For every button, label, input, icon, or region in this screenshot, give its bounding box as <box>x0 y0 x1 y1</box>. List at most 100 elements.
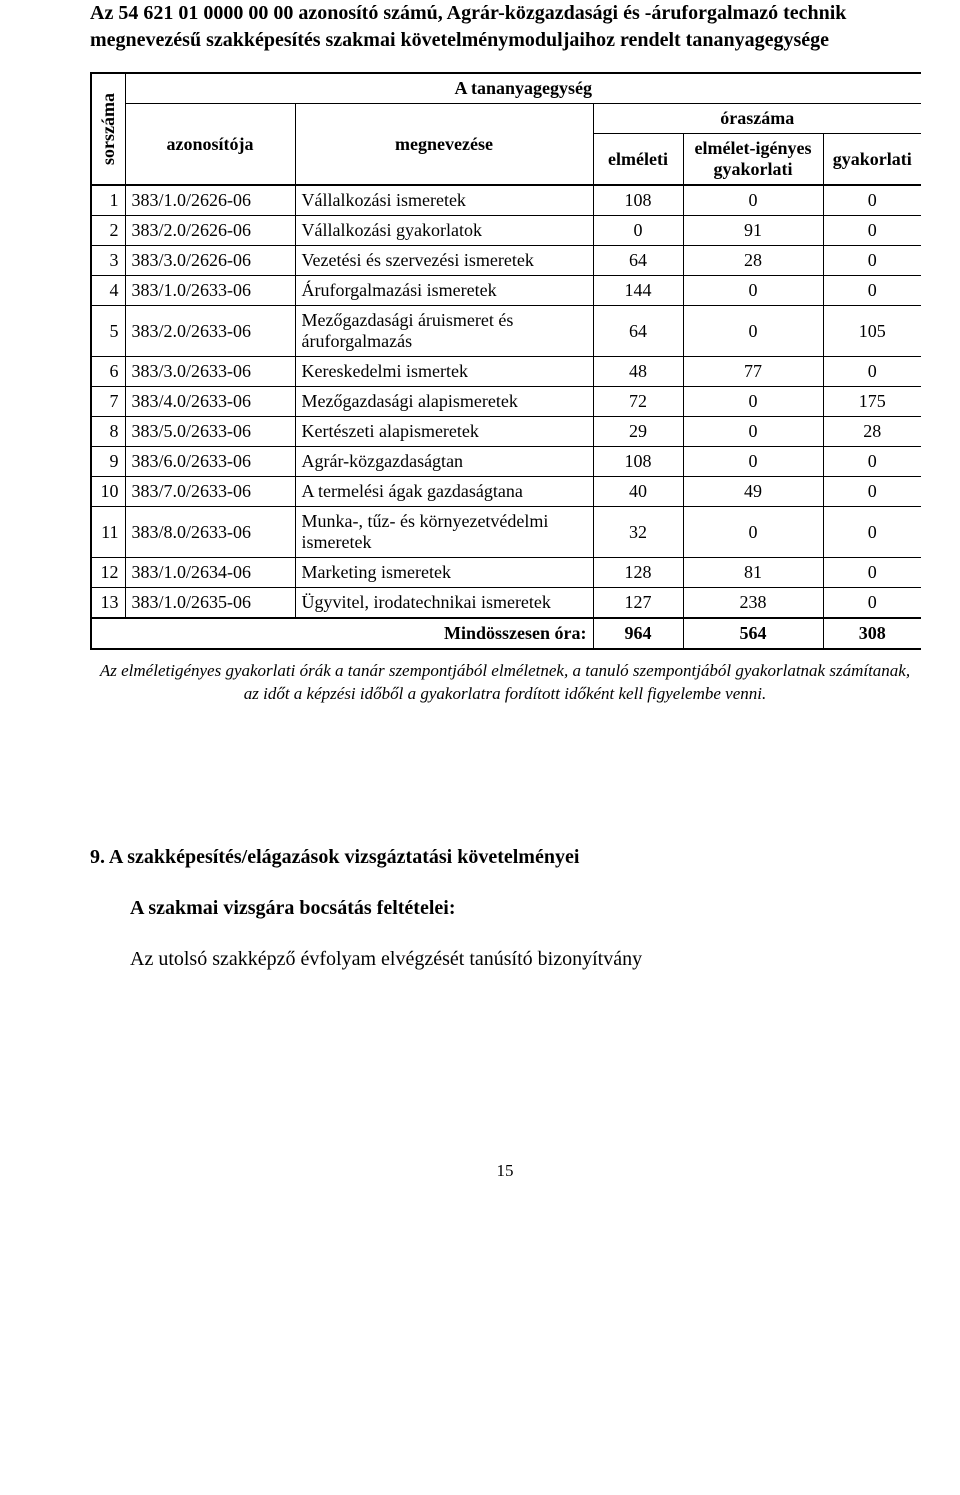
cell-megnevezes: Munka-, tűz- és környezetvédelmi ismeret… <box>295 507 593 558</box>
cell-azonosito: 383/1.0/2626-06 <box>125 185 295 216</box>
table-row: 6383/3.0/2633-06Kereskedelmi ismertek487… <box>91 357 921 387</box>
cell-elmeleti: 127 <box>593 588 683 619</box>
title-line-2: megnevezésű szakképesítés szakmai követe… <box>90 27 920 54</box>
cell-azonosito: 383/4.0/2633-06 <box>125 387 295 417</box>
cell-megnevezes: Ügyvitel, irodatechnikai ismeretek <box>295 588 593 619</box>
footnote-line-2: az időt a képzési időből a gyakorlatra f… <box>244 684 766 703</box>
cell-elmelet-igenyes: 49 <box>683 477 823 507</box>
cell-gyakorlati: 0 <box>823 185 921 216</box>
cell-sorszama: 12 <box>91 558 125 588</box>
page-number: 15 <box>90 1161 920 1181</box>
cell-azonosito: 383/6.0/2633-06 <box>125 447 295 477</box>
cell-megnevezes: Vezetési és szervezési ismeretek <box>295 246 593 276</box>
totals-gyakorlati: 308 <box>823 618 921 649</box>
cell-gyakorlati: 0 <box>823 588 921 619</box>
cell-megnevezes: Marketing ismeretek <box>295 558 593 588</box>
cell-elmelet-igenyes: 0 <box>683 417 823 447</box>
section-9: 9. A szakképesítés/elágazások vizsgáztat… <box>90 846 920 971</box>
cell-elmeleti: 64 <box>593 306 683 357</box>
table-row: 11383/8.0/2633-06Munka-, tűz- és környez… <box>91 507 921 558</box>
cell-elmelet-igenyes: 238 <box>683 588 823 619</box>
cell-elmelet-igenyes: 0 <box>683 447 823 477</box>
header-elmeleti: elméleti <box>593 134 683 186</box>
cell-azonosito: 383/1.0/2634-06 <box>125 558 295 588</box>
cell-elmelet-igenyes: 91 <box>683 216 823 246</box>
cell-elmeleti: 108 <box>593 185 683 216</box>
cell-elmeleti: 72 <box>593 387 683 417</box>
cell-azonosito: 383/7.0/2633-06 <box>125 477 295 507</box>
title-line-1: Az 54 621 01 0000 00 00 azonosító számú,… <box>90 0 920 27</box>
cell-sorszama: 11 <box>91 507 125 558</box>
cell-megnevezes: Áruforgalmazási ismeretek <box>295 276 593 306</box>
cell-elmeleti: 40 <box>593 477 683 507</box>
cell-sorszama: 6 <box>91 357 125 387</box>
cell-elmeleti: 0 <box>593 216 683 246</box>
cell-megnevezes: Kereskedelmi ismertek <box>295 357 593 387</box>
curriculum-table: sorszáma A tananyagegység azonosítója me… <box>90 72 921 650</box>
header-azonositoja: azonosítója <box>125 104 295 186</box>
cell-megnevezes: Vállalkozási ismeretek <box>295 185 593 216</box>
table-row: 5383/2.0/2633-06Mezőgazdasági áruismeret… <box>91 306 921 357</box>
cell-azonosito: 383/8.0/2633-06 <box>125 507 295 558</box>
section-9-subtitle: A szakmai vizsgára bocsátás feltételei: <box>130 897 920 920</box>
table-row: 13383/1.0/2635-06Ügyvitel, irodatechnika… <box>91 588 921 619</box>
cell-sorszama: 8 <box>91 417 125 447</box>
header-gyakorlati: gyakorlati <box>823 134 921 186</box>
cell-elmelet-igenyes: 0 <box>683 276 823 306</box>
cell-gyakorlati: 0 <box>823 357 921 387</box>
cell-sorszama: 2 <box>91 216 125 246</box>
title-block: Az 54 621 01 0000 00 00 azonosító számú,… <box>90 0 920 54</box>
table-row: 10383/7.0/2633-06A termelési ágak gazdas… <box>91 477 921 507</box>
table-row: 3383/3.0/2626-06Vezetési és szervezési i… <box>91 246 921 276</box>
cell-elmeleti: 32 <box>593 507 683 558</box>
footnote: Az elméletigényes gyakorlati órák a taná… <box>90 660 920 706</box>
header-row-1: sorszáma A tananyagegység <box>91 73 921 104</box>
cell-elmelet-igenyes: 81 <box>683 558 823 588</box>
cell-elmelet-igenyes: 0 <box>683 387 823 417</box>
cell-gyakorlati: 105 <box>823 306 921 357</box>
section-9-title: 9. A szakképesítés/elágazások vizsgáztat… <box>90 846 920 869</box>
cell-gyakorlati: 0 <box>823 477 921 507</box>
cell-azonosito: 383/1.0/2633-06 <box>125 276 295 306</box>
totals-label: Mindösszesen óra: <box>91 618 593 649</box>
cell-elmeleti: 144 <box>593 276 683 306</box>
cell-elmeleti: 29 <box>593 417 683 447</box>
cell-azonosito: 383/3.0/2633-06 <box>125 357 295 387</box>
cell-megnevezes: Agrár-közgazdaságtan <box>295 447 593 477</box>
header-tananyagegyseg: A tananyagegység <box>125 73 921 104</box>
cell-megnevezes: Mezőgazdasági áruismeret és áruforgalmaz… <box>295 306 593 357</box>
table-row: 12383/1.0/2634-06Marketing ismeretek1288… <box>91 558 921 588</box>
totals-elmelet-igenyes: 564 <box>683 618 823 649</box>
table-row: 2383/2.0/2626-06Vállalkozási gyakorlatok… <box>91 216 921 246</box>
cell-gyakorlati: 0 <box>823 447 921 477</box>
cell-azonosito: 383/5.0/2633-06 <box>125 417 295 447</box>
cell-sorszama: 9 <box>91 447 125 477</box>
cell-elmeleti: 128 <box>593 558 683 588</box>
cell-gyakorlati: 0 <box>823 558 921 588</box>
cell-azonosito: 383/2.0/2626-06 <box>125 216 295 246</box>
cell-megnevezes: Vállalkozási gyakorlatok <box>295 216 593 246</box>
cell-gyakorlati: 175 <box>823 387 921 417</box>
cell-gyakorlati: 0 <box>823 507 921 558</box>
cell-sorszama: 10 <box>91 477 125 507</box>
cell-elmelet-igenyes: 28 <box>683 246 823 276</box>
table-row: 1383/1.0/2626-06Vállalkozási ismeretek10… <box>91 185 921 216</box>
header-sorszama: sorszáma <box>91 73 125 185</box>
cell-gyakorlati: 28 <box>823 417 921 447</box>
cell-azonosito: 383/1.0/2635-06 <box>125 588 295 619</box>
table-row: 9383/6.0/2633-06Agrár-közgazdaságtan1080… <box>91 447 921 477</box>
cell-gyakorlati: 0 <box>823 246 921 276</box>
cell-sorszama: 4 <box>91 276 125 306</box>
totals-row: Mindösszesen óra: 964 564 308 <box>91 618 921 649</box>
cell-sorszama: 13 <box>91 588 125 619</box>
cell-sorszama: 7 <box>91 387 125 417</box>
cell-azonosito: 383/2.0/2633-06 <box>125 306 295 357</box>
cell-megnevezes: Kertészeti alapismeretek <box>295 417 593 447</box>
page: Az 54 621 01 0000 00 00 azonosító számú,… <box>0 0 960 1221</box>
cell-gyakorlati: 0 <box>823 276 921 306</box>
cell-elmeleti: 108 <box>593 447 683 477</box>
cell-megnevezes: A termelési ágak gazdaságtana <box>295 477 593 507</box>
table-row: 8383/5.0/2633-06Kertészeti alapismeretek… <box>91 417 921 447</box>
cell-megnevezes: Mezőgazdasági alapismeretek <box>295 387 593 417</box>
cell-elmelet-igenyes: 0 <box>683 185 823 216</box>
